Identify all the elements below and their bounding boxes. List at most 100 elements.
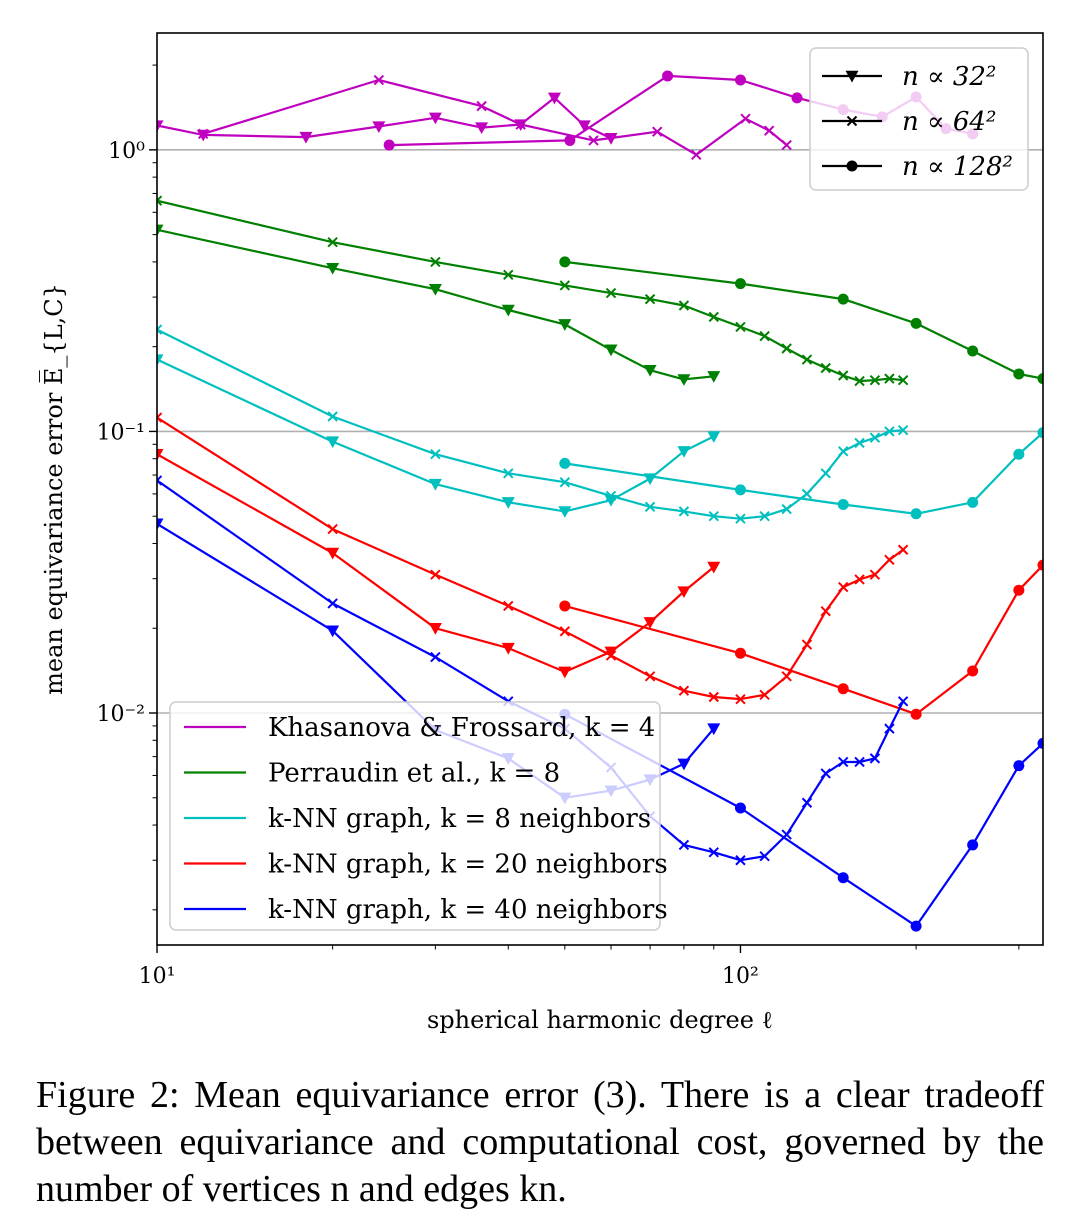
data-point — [820, 605, 831, 617]
data-point — [854, 756, 865, 768]
data-point — [503, 468, 514, 479]
series-line — [157, 96, 612, 140]
data-point — [854, 574, 865, 585]
marker-legend: n ∝ 32² n ∝ 64² n ∝ 128² — [809, 47, 1029, 191]
data-point — [838, 446, 849, 457]
data-point — [837, 683, 849, 695]
data-point — [326, 436, 340, 449]
data-point — [326, 625, 340, 638]
data-point — [854, 375, 865, 387]
data-point — [588, 135, 599, 146]
series-knn20-triangle-down — [157, 449, 721, 679]
color-legend-box — [169, 701, 661, 931]
data-point — [735, 693, 746, 705]
legend-marker-circle — [846, 160, 858, 172]
data-point — [501, 642, 515, 655]
data-point — [1037, 427, 1043, 439]
data-point — [820, 362, 831, 374]
data-point — [734, 802, 746, 814]
marker-legend-box — [809, 47, 1029, 191]
data-point — [884, 723, 895, 734]
series-perraudin-x — [157, 195, 909, 387]
chart: 10⁰ 10⁻¹ 10⁻² 10¹ 10² spherical harmonic deg… — [40, 32, 1044, 1034]
data-point — [967, 496, 979, 508]
data-point — [801, 797, 813, 808]
data-point — [678, 300, 690, 311]
data-point — [781, 671, 792, 682]
data-point — [967, 345, 979, 357]
data-point — [475, 122, 489, 135]
data-point — [801, 354, 813, 365]
axis-ticks: 10⁰ 10⁻¹ 10⁻² 10¹ 10² — [97, 64, 1020, 989]
data-point — [869, 753, 881, 764]
series-knn8-x — [157, 324, 909, 524]
series-knn20-x — [157, 412, 909, 705]
data-point — [759, 689, 770, 701]
data-point — [707, 371, 721, 383]
y-tick-label: 10⁻¹ — [97, 420, 145, 445]
data-point — [707, 561, 721, 574]
data-point — [604, 494, 618, 507]
data-point — [564, 134, 576, 146]
data-point — [559, 600, 571, 612]
data-point — [708, 510, 719, 522]
data-point — [559, 457, 571, 469]
color-legend-label: k-NN graph, k = 20 neighbors — [268, 850, 668, 880]
data-point — [677, 758, 691, 771]
data-point — [662, 70, 674, 82]
data-point — [604, 344, 618, 357]
data-point — [678, 685, 690, 696]
data-point — [1037, 559, 1043, 571]
data-point — [501, 497, 515, 509]
data-point — [763, 125, 775, 136]
data-point — [1037, 373, 1043, 385]
data-point — [157, 354, 164, 367]
data-point — [735, 321, 746, 333]
data-point — [707, 723, 721, 736]
data-point — [503, 600, 514, 612]
data-point — [559, 256, 571, 268]
data-point — [157, 449, 164, 461]
data-point — [514, 119, 528, 132]
data-point — [735, 855, 746, 866]
series-knn8-circle — [559, 427, 1043, 520]
data-point — [897, 544, 909, 555]
data-point — [801, 488, 813, 500]
marker-legend-label: n ∝ 64² — [902, 107, 996, 137]
data-point — [1013, 368, 1025, 380]
data-point — [837, 872, 849, 884]
x-axis-label: spherical harmonic degree ℓ — [427, 1006, 773, 1034]
data-point — [644, 671, 656, 682]
marker-legend-label: n ∝ 128² — [902, 152, 1013, 182]
data-point — [967, 665, 979, 677]
data-point — [643, 364, 657, 377]
data-point — [299, 131, 313, 144]
series-perraudin-triangle-down — [157, 224, 721, 386]
marker-legend-label: n ∝ 32² — [902, 62, 996, 92]
data-point — [735, 513, 746, 524]
data-point — [503, 269, 514, 280]
data-point — [326, 547, 340, 560]
series-line — [157, 328, 904, 520]
color-legend-label: Perraudin et al., k = 8 — [268, 759, 560, 789]
data-point — [910, 920, 922, 932]
series-perraudin-circle — [559, 256, 1043, 385]
data-point — [558, 319, 572, 331]
data-point — [559, 626, 571, 637]
data-point — [157, 412, 163, 423]
data-point — [644, 293, 656, 305]
data-point — [373, 74, 385, 86]
data-point — [869, 432, 881, 443]
data-point — [428, 623, 442, 635]
data-point — [740, 113, 751, 124]
data-point — [327, 236, 338, 248]
data-point — [157, 518, 164, 531]
data-point — [967, 839, 979, 851]
data-point — [476, 100, 487, 112]
data-point — [430, 256, 441, 268]
data-point — [372, 121, 386, 134]
data-point — [547, 92, 561, 105]
data-point — [837, 499, 849, 511]
data-point — [677, 374, 691, 386]
y-tick-label: 10⁰ — [108, 139, 145, 164]
